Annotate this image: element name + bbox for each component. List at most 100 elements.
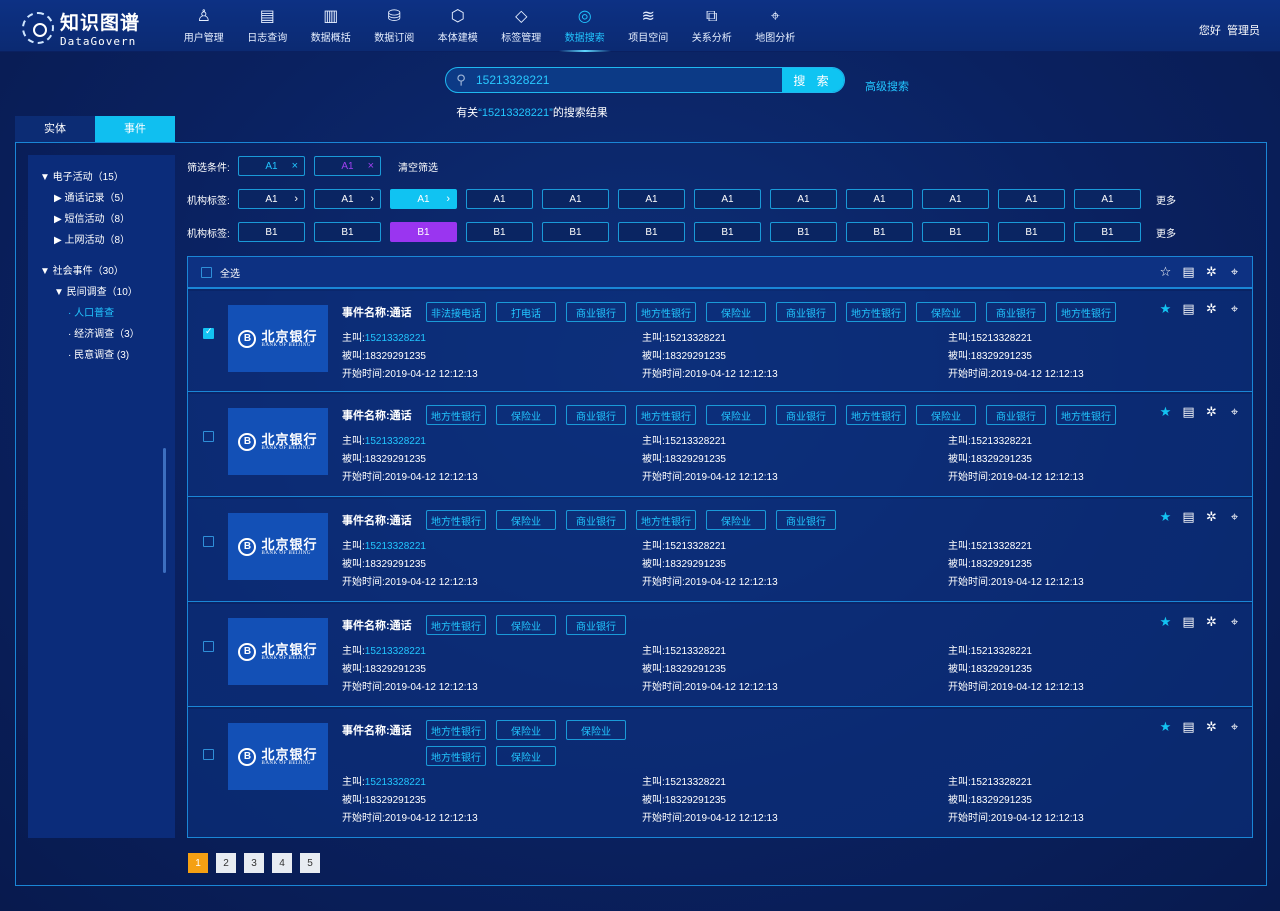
filter-chip[interactable]: A1: [1074, 189, 1141, 209]
folder-icon[interactable]: ▤: [1182, 614, 1195, 629]
select-all-checkbox[interactable]: [201, 266, 212, 278]
tree-item[interactable]: ▼ 电子活动（15）: [40, 172, 124, 183]
filter-chip[interactable]: A1: [618, 189, 685, 209]
map-pin-icon[interactable]: ⌖: [1230, 614, 1239, 629]
event-tag[interactable]: 地方性银行: [426, 720, 486, 740]
star-icon[interactable]: ★: [1159, 614, 1172, 629]
tree-item[interactable]: ▶ 上网活动（8）: [54, 235, 131, 246]
event-tag[interactable]: 商业银行: [776, 510, 836, 530]
event-tag[interactable]: 保险业: [706, 510, 766, 530]
event-tag[interactable]: 保险业: [706, 405, 766, 425]
tree-item[interactable]: · 人口普查: [68, 308, 115, 319]
filter-chip[interactable]: B1: [922, 222, 989, 242]
clear-filters-button[interactable]: 清空筛选: [398, 162, 438, 174]
filter-chip[interactable]: A1 ›: [390, 189, 457, 209]
event-tag[interactable]: 非法接电话: [426, 302, 486, 322]
map-pin-icon[interactable]: ⌖: [1230, 719, 1239, 734]
nav-item-3[interactable]: ⛁ 数据订阅: [363, 0, 427, 52]
tree-item[interactable]: ▼ 民间调查（10）: [54, 287, 138, 298]
remove-icon[interactable]: ×: [291, 160, 298, 172]
condition-chip[interactable]: A1 ×: [238, 156, 305, 176]
row-checkbox[interactable]: [203, 641, 214, 652]
event-tag[interactable]: 保险业: [496, 720, 556, 740]
filter-chip[interactable]: A1: [542, 189, 609, 209]
event-tag[interactable]: 保险业: [496, 510, 556, 530]
event-tag[interactable]: 保险业: [496, 746, 556, 766]
nav-item-1[interactable]: ▤ 日志查询: [236, 0, 300, 52]
row-checkbox[interactable]: [203, 431, 214, 442]
nav-item-2[interactable]: ▥ 数据概括: [299, 0, 363, 52]
filter-chip[interactable]: B1: [314, 222, 381, 242]
event-tag[interactable]: 地方性银行: [426, 510, 486, 530]
event-tag[interactable]: 地方性银行: [1056, 405, 1116, 425]
event-tag[interactable]: 地方性银行: [636, 405, 696, 425]
page-button[interactable]: 3: [244, 853, 264, 873]
event-tag[interactable]: 商业银行: [566, 405, 626, 425]
filter-chip[interactable]: A1: [998, 189, 1065, 209]
event-tag[interactable]: 地方性银行: [426, 615, 486, 635]
nav-item-6[interactable]: ◎ 数据搜索: [553, 0, 617, 52]
filter-chip[interactable]: B1: [542, 222, 609, 242]
graph-network-icon[interactable]: ✲: [1206, 301, 1217, 316]
row-checkbox[interactable]: [203, 749, 214, 760]
event-tag[interactable]: 保险业: [916, 302, 976, 322]
folder-icon[interactable]: ▤: [1182, 404, 1195, 419]
tree-item[interactable]: · 经济调查（3）: [68, 329, 140, 340]
event-tag[interactable]: 保险业: [916, 405, 976, 425]
search-button[interactable]: 搜 索: [782, 68, 844, 92]
filter-chip[interactable]: A1: [846, 189, 913, 209]
nav-item-8[interactable]: ⧉ 关系分析: [680, 0, 744, 52]
event-tag[interactable]: 商业银行: [986, 405, 1046, 425]
filter-chip[interactable]: A1: [694, 189, 761, 209]
page-button[interactable]: 4: [272, 853, 292, 873]
tab-event[interactable]: 事件: [95, 116, 175, 142]
folder-icon[interactable]: ▤: [1182, 719, 1195, 734]
event-tag[interactable]: 商业银行: [566, 510, 626, 530]
event-tag[interactable]: 地方性银行: [636, 510, 696, 530]
page-button[interactable]: 2: [216, 853, 236, 873]
event-tag[interactable]: 商业银行: [566, 615, 626, 635]
star-icon[interactable]: ★: [1159, 719, 1172, 734]
event-tag[interactable]: 打电话: [496, 302, 556, 322]
filter-chip[interactable]: B1: [238, 222, 305, 242]
event-tag[interactable]: 商业银行: [566, 302, 626, 322]
nav-item-7[interactable]: ≋ 项目空间: [617, 0, 681, 52]
star-outline-icon[interactable]: ☆: [1159, 264, 1172, 279]
folder-icon[interactable]: ▤: [1182, 264, 1195, 279]
filter-chip[interactable]: A1: [466, 189, 533, 209]
event-tag[interactable]: 保险业: [496, 615, 556, 635]
filter-chip[interactable]: B1: [466, 222, 533, 242]
star-icon[interactable]: ★: [1159, 509, 1172, 524]
nav-item-0[interactable]: ♙ 用户管理: [172, 0, 236, 52]
remove-icon[interactable]: ×: [367, 160, 374, 172]
more-button[interactable]: 更多: [1156, 195, 1176, 207]
filter-chip[interactable]: A1: [922, 189, 989, 209]
filter-chip[interactable]: B1: [694, 222, 761, 242]
nav-item-4[interactable]: ⬡ 本体建模: [426, 0, 490, 52]
filter-chip[interactable]: B1: [1074, 222, 1141, 242]
more-button[interactable]: 更多: [1156, 228, 1176, 240]
tree-item[interactable]: · 民意调查 (3): [68, 350, 130, 361]
nav-item-5[interactable]: ◇ 标签管理: [490, 0, 554, 52]
filter-chip[interactable]: A1 ›: [314, 189, 381, 209]
event-tag[interactable]: 地方性银行: [426, 746, 486, 766]
event-tag[interactable]: 地方性银行: [426, 405, 486, 425]
folder-icon[interactable]: ▤: [1182, 509, 1195, 524]
graph-network-icon[interactable]: ✲: [1206, 404, 1217, 419]
map-pin-icon[interactable]: ⌖: [1230, 264, 1239, 279]
filter-chip[interactable]: B1: [618, 222, 685, 242]
map-pin-icon[interactable]: ⌖: [1230, 404, 1239, 419]
graph-network-icon[interactable]: ✲: [1206, 719, 1217, 734]
filter-chip[interactable]: A1 ›: [238, 189, 305, 209]
event-tag[interactable]: 商业银行: [986, 302, 1046, 322]
folder-icon[interactable]: ▤: [1182, 301, 1195, 316]
graph-network-icon[interactable]: ✲: [1206, 614, 1217, 629]
map-pin-icon[interactable]: ⌖: [1230, 301, 1239, 316]
filter-chip[interactable]: B1: [998, 222, 1065, 242]
star-icon[interactable]: ★: [1159, 301, 1172, 316]
tree-item[interactable]: ▶ 通话记录（5）: [54, 193, 131, 204]
row-checkbox[interactable]: [203, 536, 214, 547]
filter-chip[interactable]: B1: [390, 222, 457, 242]
filter-chip[interactable]: A1: [770, 189, 837, 209]
event-tag[interactable]: 地方性银行: [846, 405, 906, 425]
